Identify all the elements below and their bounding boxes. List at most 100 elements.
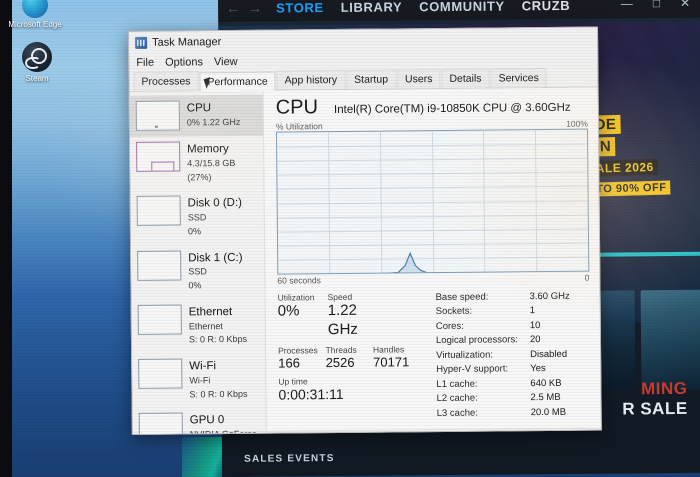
tab-users[interactable]: Users bbox=[396, 69, 441, 89]
window-title: Task Manager bbox=[152, 36, 222, 49]
sidebar-item-detail: Wi-Fi bbox=[189, 374, 211, 386]
steam-main-menu: STORE LIBRARY COMMUNITY CRUZB bbox=[262, 0, 570, 15]
graph-x-axis-min: 0 bbox=[584, 272, 590, 283]
page-title: CPU bbox=[275, 96, 319, 119]
screen-bezel-left bbox=[0, 0, 12, 477]
task-manager-window[interactable]: Task Manager File Options View Processes… bbox=[128, 26, 602, 435]
back-arrow-icon[interactable]: ← bbox=[226, 0, 241, 16]
spec-row: L1 cache: 640 KB bbox=[436, 376, 590, 392]
sidebar-item-name: Wi-Fi bbox=[189, 360, 217, 373]
disk-sparkline-thumb bbox=[137, 250, 182, 281]
sale-banner-line-4: TO 90% OFF bbox=[592, 180, 671, 197]
spec-key: Hyper-V support: bbox=[436, 363, 509, 376]
spec-key: Sockets: bbox=[435, 306, 473, 318]
stat-utilization: Utilization 0% bbox=[278, 292, 328, 340]
sale-banner-line-3: ALE 2026 bbox=[591, 158, 658, 177]
sidebar-item-detail-2: S: 0 R: 0 Kbps bbox=[188, 334, 248, 345]
sidebar-item-name: Memory bbox=[187, 143, 229, 156]
spec-key: Cores: bbox=[435, 320, 464, 332]
stat-value: 70171 bbox=[373, 353, 410, 370]
game-thumbnail[interactable] bbox=[640, 289, 700, 391]
sale-headline-red: MING bbox=[640, 378, 688, 399]
spec-key: L2 cache: bbox=[436, 392, 478, 405]
tab-services[interactable]: Services bbox=[490, 67, 547, 88]
sidebar-item-memory[interactable]: Memory 4.3/15.8 GB (27%) bbox=[130, 136, 264, 192]
cpu-spec-table: Base speed: 3.60 GHz Sockets: 1 Cores: 10 L… bbox=[428, 290, 591, 421]
sidebar-item-detail-2: S: 0 R: 0 Kbps bbox=[189, 388, 248, 399]
steam-nav-arrows: ← → bbox=[218, 0, 262, 16]
spec-key: L1 cache: bbox=[436, 378, 478, 390]
steam-menu-username[interactable]: CRUZB bbox=[521, 0, 571, 13]
steam-menu-store[interactable]: STORE bbox=[276, 0, 324, 15]
sale-headline-white: R SALE bbox=[622, 398, 688, 419]
sidebar-item-detail-2: 0% bbox=[187, 226, 201, 237]
stat-value: 0% bbox=[277, 302, 300, 320]
spec-key: Virtualization: bbox=[436, 349, 494, 361]
stat-label: Processes bbox=[278, 344, 318, 356]
spec-value: 2.5 MB bbox=[530, 391, 561, 404]
sidebar-item-ethernet[interactable]: Ethernet Ethernet S: 0 R: 0 Kbps bbox=[132, 298, 266, 354]
spec-row: Base speed: 3.60 GHz bbox=[436, 290, 590, 306]
sidebar-item-wifi[interactable]: Wi-Fi Wi-Fi S: 0 R: 0 Kbps bbox=[132, 353, 266, 409]
sidebar-item-disk-0[interactable]: Disk 0 (D:) SSD 0% bbox=[131, 190, 265, 246]
spec-key: Base speed: bbox=[435, 291, 489, 304]
tab-startup[interactable]: Startup bbox=[346, 69, 397, 89]
menu-item-file[interactable]: File bbox=[136, 56, 155, 69]
cpu-model-name: Intel(R) Core(TM) i9-10850K CPU @ 3.60GH… bbox=[333, 101, 571, 117]
stat-handles: Handles 70171 bbox=[373, 344, 428, 371]
desktop-icon-microsoft-edge[interactable]: Microsoft Edge bbox=[4, 0, 66, 29]
sidebar-item-cpu[interactable]: CPU 0% 1.22 GHz bbox=[129, 94, 264, 137]
stat-label: Threads bbox=[325, 344, 357, 355]
spec-row: L3 cache: 20.0 MB bbox=[437, 405, 591, 421]
spec-value: 640 KB bbox=[530, 377, 562, 389]
disk-sparkline-thumb bbox=[136, 195, 181, 227]
wifi-sparkline-thumb bbox=[138, 358, 183, 389]
sidebar-item-detail: 4.3/15.8 GB (27%) bbox=[187, 157, 236, 182]
forward-arrow-icon[interactable]: → bbox=[248, 0, 263, 16]
sidebar-item-disk-1[interactable]: Disk 1 (C:) SSD 0% bbox=[131, 244, 265, 300]
sidebar-item-detail-2: 0% bbox=[188, 280, 202, 291]
stat-value: 1.22 GHz bbox=[327, 301, 358, 338]
sidebar-item-name: Disk 0 (D:) bbox=[187, 197, 243, 210]
graph-y-axis-label: % Utilization bbox=[275, 121, 323, 132]
cpu-header: CPU Intel(R) Core(TM) i9-10850K CPU @ 3.… bbox=[276, 94, 588, 120]
stat-label: Handles bbox=[372, 343, 405, 355]
spec-value: 3.60 GHz bbox=[529, 290, 570, 303]
spec-row: Sockets: 1 bbox=[436, 304, 590, 320]
steam-icon bbox=[22, 42, 52, 72]
cpu-stats-area: Utilization 0% Speed 1.22 GHz Processes bbox=[278, 290, 591, 423]
stat-label: Speed bbox=[327, 291, 353, 303]
sidebar-item-name: Ethernet bbox=[188, 305, 233, 319]
memory-sparkline-thumb bbox=[136, 141, 181, 172]
desktop-icon-steam[interactable]: Steam bbox=[6, 42, 68, 83]
tab-processes[interactable]: Processes bbox=[133, 71, 199, 91]
steam-menu-library[interactable]: LIBRARY bbox=[340, 0, 403, 15]
spec-value: Yes bbox=[530, 363, 546, 375]
spec-row: Hyper-V support: Yes bbox=[436, 362, 590, 378]
menu-item-view[interactable]: View bbox=[213, 55, 238, 69]
steam-sale-banner[interactable]: DE IN ALE 2026 TO 90% OFF bbox=[590, 113, 688, 199]
steam-menu-community[interactable]: COMMUNITY bbox=[419, 0, 505, 14]
stat-speed: Speed 1.22 GHz bbox=[328, 292, 378, 340]
maximize-icon[interactable]: □ bbox=[652, 0, 661, 11]
sidebar-item-name: Disk 1 (C:) bbox=[188, 251, 243, 264]
menu-item-options[interactable]: Options bbox=[164, 56, 204, 69]
steam-sales-events-label[interactable]: SALES EVENTS bbox=[244, 453, 335, 465]
sidebar-item-gpu-0[interactable]: GPU 0 NVIDIA GeForce R... 0% (42 °C) bbox=[133, 407, 267, 435]
sidebar-item-detail: Ethernet bbox=[188, 320, 223, 331]
spec-value: 20.0 MB bbox=[530, 406, 567, 418]
cpu-utilization-graph bbox=[275, 128, 590, 275]
tab-details[interactable]: Details bbox=[441, 68, 490, 88]
graph-bottom-labels: 60 seconds 0 bbox=[277, 273, 589, 286]
minimize-icon[interactable]: — bbox=[620, 0, 633, 11]
spec-row: L2 cache: 2.5 MB bbox=[436, 391, 590, 407]
sidebar-item-detail: SSD bbox=[188, 266, 207, 277]
task-manager-content: CPU 0% 1.22 GHz Memory 4.3/15.8 GB (27%)… bbox=[129, 87, 601, 435]
tab-app-history[interactable]: App history bbox=[276, 69, 346, 90]
desktop-icon-label: Steam bbox=[25, 74, 49, 83]
close-icon[interactable]: ✕ bbox=[679, 0, 691, 10]
uptime-value: 0:00:31:11 bbox=[278, 385, 344, 403]
stat-value: 166 bbox=[278, 354, 300, 371]
stat-value: 2526 bbox=[325, 354, 355, 370]
